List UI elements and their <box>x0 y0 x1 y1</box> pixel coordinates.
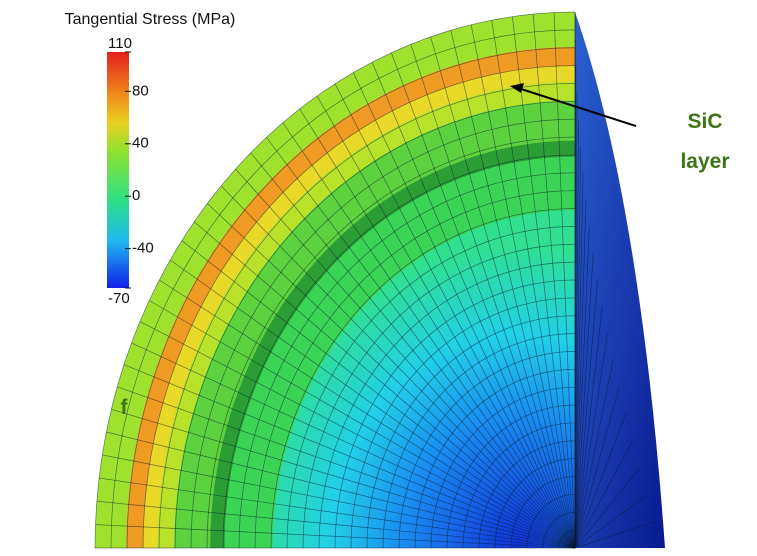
tick-label: -70 <box>108 290 130 307</box>
annotation-line2: layer <box>680 150 729 173</box>
mesh-side <box>574 306 603 549</box>
mesh-side <box>574 520 657 549</box>
mesh-spoke <box>96 500 576 549</box>
mesh-spoke <box>316 95 576 549</box>
mesh-spoke <box>95 524 576 549</box>
mesh-spoke <box>353 72 576 549</box>
colorbar-ticks: 110 80 40 0 -40 -70 <box>108 35 154 307</box>
mesh-spoke <box>235 168 576 549</box>
tick-label: 40 <box>132 135 149 152</box>
mesh-spoke <box>181 240 576 549</box>
mesh-spoke <box>193 221 576 549</box>
arrow <box>517 87 637 127</box>
mesh-spoke <box>282 122 576 549</box>
mesh-side <box>574 253 594 549</box>
mesh-spoke <box>139 321 576 549</box>
mesh-spoke <box>450 30 576 549</box>
mesh-spoke <box>220 185 576 549</box>
mesh-side <box>574 413 626 549</box>
mesh-spoke <box>117 386 576 549</box>
colorbar-title: Tangential Stress (MPa) <box>65 11 236 28</box>
mesh-spoke <box>491 20 576 549</box>
mesh-spoke <box>410 44 576 549</box>
mesh-side <box>574 172 584 549</box>
mesh-spoke <box>106 431 576 549</box>
mesh-spoke <box>334 83 576 549</box>
mesh-spoke <box>169 259 576 549</box>
side-face <box>575 12 665 548</box>
mesh-spoke <box>131 342 576 549</box>
annotation-line1: SiC <box>687 110 722 133</box>
tick-label: 0 <box>132 187 140 204</box>
mesh-side <box>574 226 590 549</box>
mesh-spoke <box>532 14 576 549</box>
mesh-side <box>574 440 633 549</box>
mesh-side <box>574 467 641 549</box>
mesh-spoke <box>111 408 576 549</box>
colorbar <box>107 52 129 288</box>
mesh-spoke <box>207 203 576 549</box>
mesh-spoke <box>102 454 576 549</box>
mesh-spoke <box>266 137 576 549</box>
mesh-spoke <box>470 24 576 549</box>
tick-label: -40 <box>132 240 154 257</box>
tick-label: 80 <box>132 82 149 99</box>
mesh-spoke <box>299 108 576 549</box>
mesh-spoke <box>159 279 576 549</box>
mesh-side <box>574 119 579 549</box>
mesh-side <box>574 279 598 549</box>
mesh-spoke <box>371 62 576 549</box>
mesh-spoke <box>511 16 576 549</box>
mesh-side <box>574 199 587 549</box>
mesh-spoke <box>123 364 576 549</box>
mesh-side <box>574 494 649 549</box>
mesh-side <box>574 145 581 549</box>
mesh-spoke <box>390 52 576 549</box>
mesh-side <box>574 333 608 549</box>
tick-label: 110 <box>108 35 132 52</box>
mesh-spoke <box>430 36 576 549</box>
mesh-spoke <box>250 152 576 549</box>
mesh-lines <box>94 11 657 549</box>
arrow-head <box>510 83 524 93</box>
side-text: f <box>121 396 129 419</box>
mesh-side <box>574 360 614 549</box>
mesh-spoke <box>149 300 576 549</box>
mesh-spoke <box>99 477 576 549</box>
mesh-side <box>574 387 620 549</box>
